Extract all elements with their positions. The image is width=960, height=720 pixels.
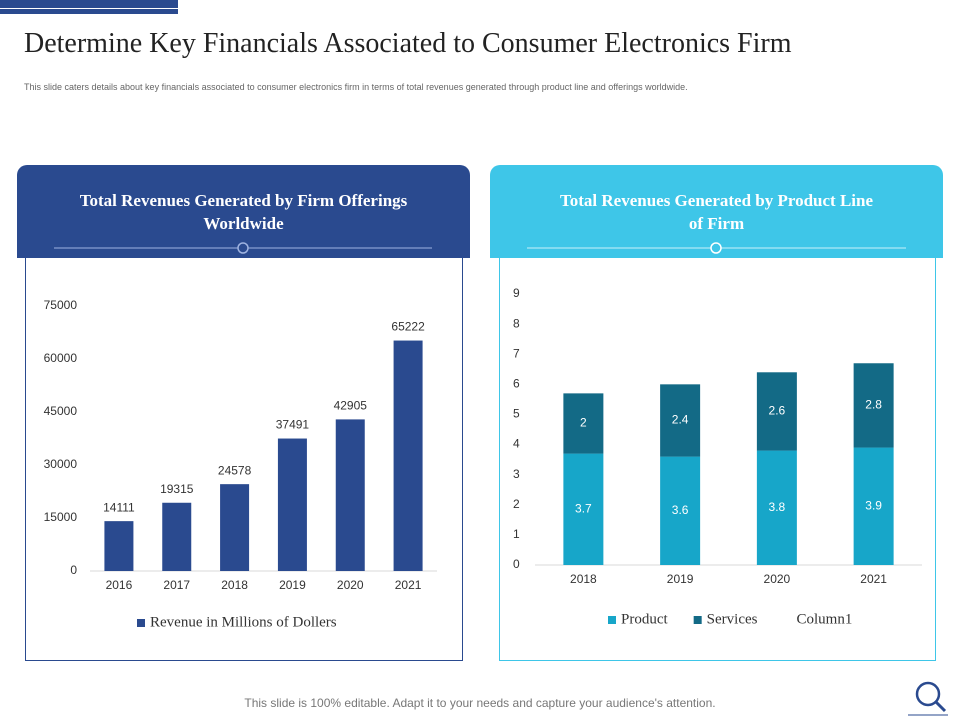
slide-subtitle: This slide caters details about key fina… (24, 82, 688, 92)
panel-header: Total Revenues Generated by Firm Offerin… (17, 165, 470, 258)
search-icon (915, 681, 941, 707)
data-label: 3.6 (672, 503, 689, 517)
search-icon (934, 700, 947, 713)
bar (563, 393, 604, 454)
x-tick-label: 2018 (221, 578, 248, 592)
data-label: 2.6 (769, 404, 786, 418)
x-tick-label: 2016 (106, 578, 133, 592)
data-label: 3.7 (575, 501, 592, 515)
x-tick-label: 2020 (337, 578, 364, 592)
x-tick-label: 2020 (764, 572, 791, 586)
x-tick-label: 2019 (667, 572, 694, 586)
data-label: 2.4 (672, 413, 689, 427)
data-label: 2.8 (865, 398, 882, 412)
y-tick-label: 0 (70, 563, 77, 577)
y-tick-label: 6 (513, 377, 520, 391)
legend-label: Revenue in Millions of Dollers (150, 614, 337, 630)
y-tick-label: 7 (513, 346, 520, 360)
data-label: 65222 (391, 320, 425, 334)
x-tick-label: 2018 (570, 572, 597, 586)
panel-body (25, 258, 463, 661)
x-tick-label: 2017 (163, 578, 190, 592)
data-label: 14111 (103, 500, 135, 514)
bar (393, 340, 423, 571)
bar (563, 453, 604, 565)
data-label: 42905 (334, 399, 368, 413)
y-tick-label: 4 (513, 437, 520, 451)
data-label: 3.8 (769, 500, 786, 514)
bar (660, 384, 701, 457)
y-tick-label: 5 (513, 407, 520, 421)
divider-dot (237, 242, 249, 254)
y-tick-label: 60000 (44, 351, 78, 365)
y-tick-label: 45000 (44, 404, 78, 418)
bar (756, 372, 797, 451)
legend-swatch (608, 616, 616, 624)
x-tick-label: 2019 (279, 578, 306, 592)
y-tick-label: 75000 (44, 298, 78, 312)
legend-label: Product (621, 611, 668, 627)
y-tick-label: 9 (513, 286, 520, 300)
bar (660, 456, 701, 565)
slide-title: Determine Key Financials Associated to C… (24, 28, 792, 59)
y-tick-label: 15000 (44, 510, 78, 524)
x-tick-label: 2021 (395, 578, 422, 592)
bar (104, 521, 134, 571)
bar (162, 502, 192, 571)
data-label: 24578 (218, 463, 252, 477)
legend-swatch (693, 616, 702, 624)
y-tick-label: 2 (513, 497, 520, 511)
data-label: 3.9 (865, 498, 882, 512)
y-tick-label: 30000 (44, 457, 78, 471)
data-label: 19315 (160, 482, 194, 496)
bar (853, 447, 894, 565)
bar (277, 438, 307, 571)
y-tick-label: 0 (513, 557, 520, 571)
bar (853, 363, 894, 448)
top-bar-line (0, 8, 178, 9)
bar (335, 419, 365, 571)
panel-title: Total Revenues Generated by Product Line… (559, 191, 874, 233)
bar (220, 484, 250, 571)
footer: This slide is 100% editable. Adapt it to… (244, 696, 716, 710)
panel-body (499, 258, 936, 661)
y-tick-label: 8 (513, 316, 520, 330)
y-tick-label: 1 (513, 527, 520, 541)
legend-label: Services (707, 611, 758, 627)
data-label: 2 (580, 416, 587, 430)
y-tick-label: 3 (513, 467, 520, 481)
bar (756, 450, 797, 565)
data-label: 37491 (276, 418, 310, 432)
top-bar (0, 0, 178, 14)
divider-dot (710, 242, 722, 254)
legend-swatch (137, 619, 145, 627)
x-tick-label: 2021 (860, 572, 887, 586)
legend-label: Column1 (797, 611, 853, 627)
panel-title: Total Revenues Generated by Firm Offerin… (79, 191, 408, 233)
